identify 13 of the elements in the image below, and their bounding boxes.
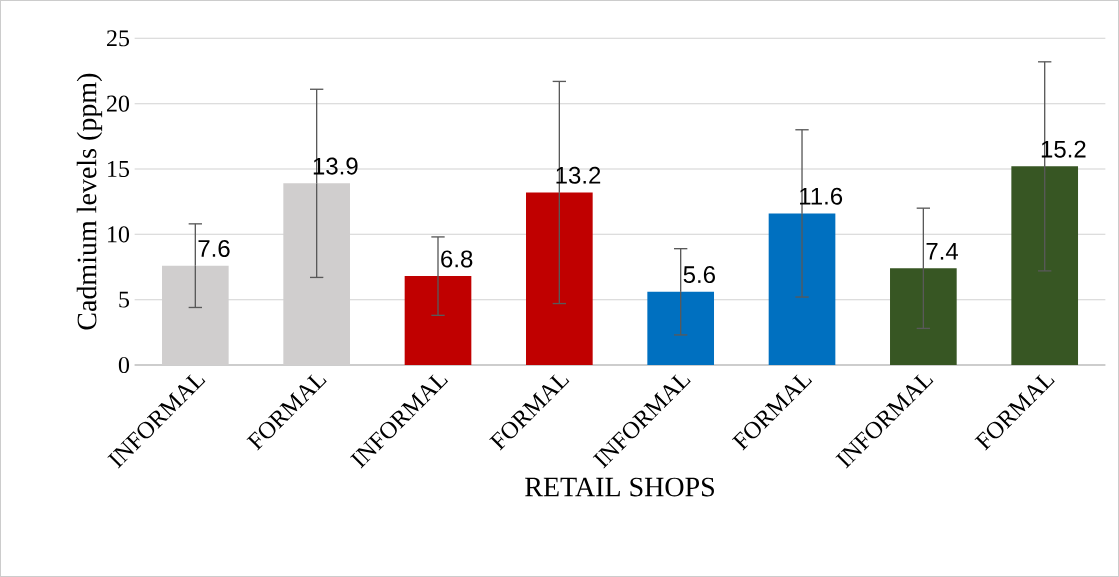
x-axis-title: RETAIL SHOPS	[525, 477, 714, 497]
y-axis-title: Cadmium levels (ppm)	[76, 73, 103, 330]
y-tick-label: 25	[106, 30, 129, 47]
data-label: 7.6	[198, 239, 230, 257]
y-tick-label: 15	[108, 160, 129, 178]
y-tick-label: 5	[119, 291, 130, 308]
data-label: 11.6	[800, 187, 843, 205]
data-label: 5.6	[683, 266, 715, 284]
y-tick-label: 20	[106, 95, 130, 112]
data-label: 7.4	[926, 243, 959, 260]
y-tick-label: 10	[108, 226, 130, 243]
y-tick-label: 0	[118, 356, 130, 374]
data-label: 6.8	[441, 250, 473, 268]
